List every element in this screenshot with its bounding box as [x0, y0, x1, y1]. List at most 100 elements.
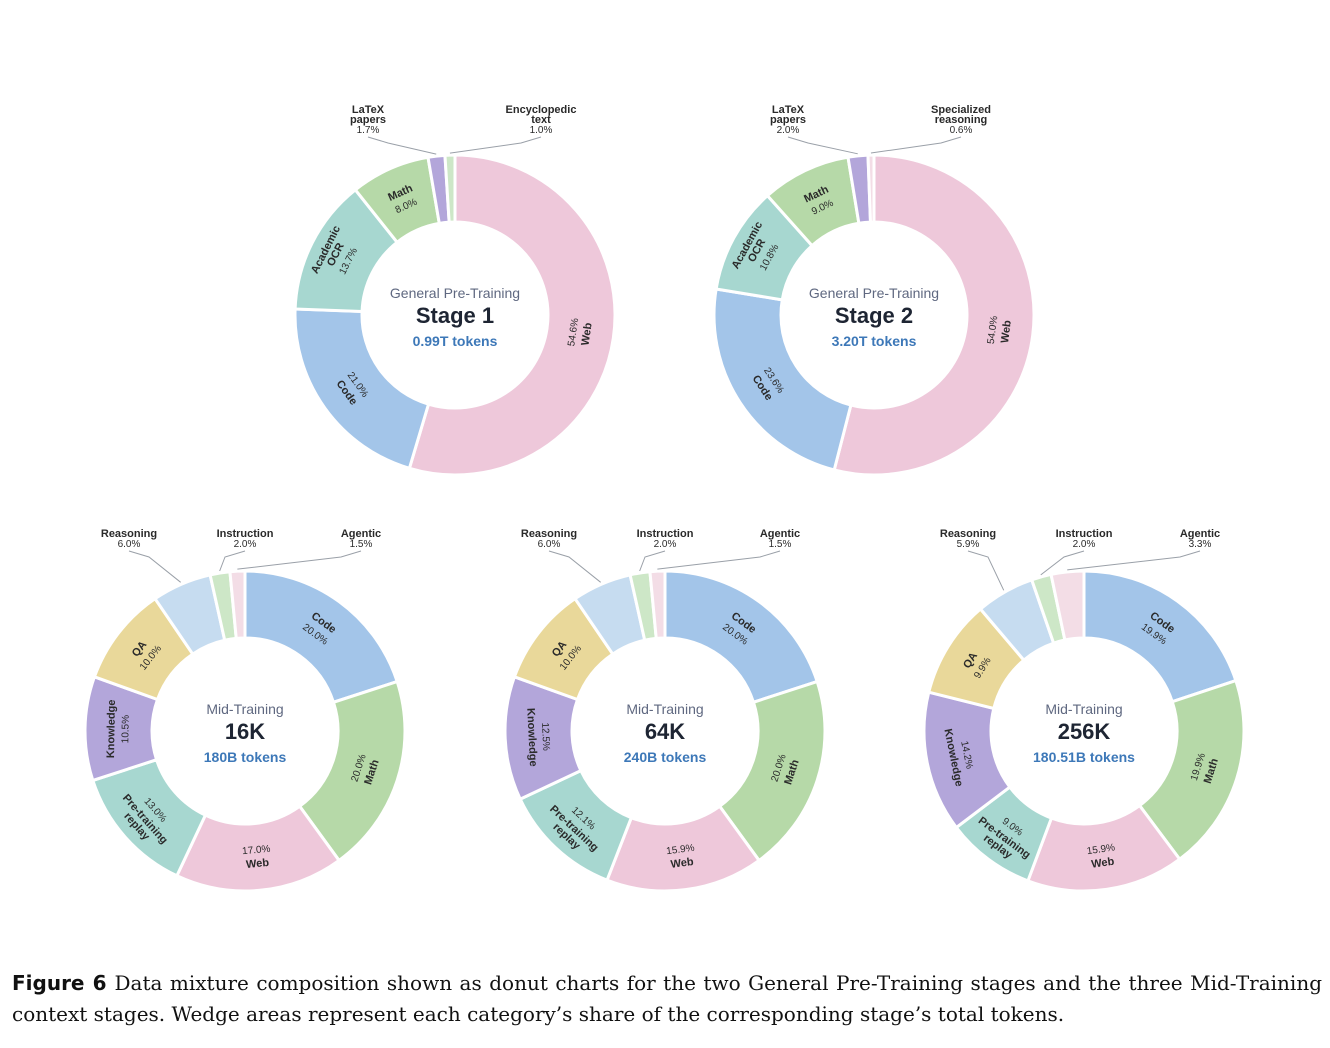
slice-label-specialized-reasoning: Specialized: [931, 104, 991, 116]
wedge-code: [243, 569, 400, 705]
wedge-web: [407, 153, 617, 477]
slice-label-instruction: Instruction: [1056, 528, 1113, 540]
chart-title: Stage 1: [416, 303, 494, 328]
slice-pct-reasoning: 5.9%: [957, 539, 980, 550]
wedge-code: [663, 569, 820, 705]
slice-pct-agentic: 1.5%: [769, 539, 792, 550]
leader-line-agentic: [1067, 550, 1201, 571]
slice-label-instruction: Instruction: [217, 528, 274, 540]
slice-label-specialized-reasoning: reasoning: [935, 114, 988, 126]
slice-label-reasoning: Reasoning: [521, 528, 577, 540]
slice-label-knowledge: Knowledge: [105, 699, 118, 758]
slice-pct-specialized-reasoning: 0.6%: [950, 125, 973, 136]
wedge-math: [717, 679, 827, 863]
chart-subtitle: Mid-Training: [206, 701, 283, 717]
donut-chart-stage-2: 54.0%Web23.6%CodeAcademicOCR10.8%Math9.0…: [712, 104, 1036, 477]
leader-line-reasoning: [548, 550, 601, 583]
chart-subtitle: General Pre-Training: [809, 285, 939, 301]
leader-line-encyclopedic-text: [449, 136, 542, 154]
wedge-code: [293, 307, 431, 471]
chart-tokens: 0.99T tokens: [413, 333, 498, 349]
slice-label-instruction: Instruction: [637, 528, 694, 540]
slice-pct-web: 15.9%: [666, 843, 696, 858]
leader-line-instruction: [219, 550, 246, 572]
leader-line-reasoning: [128, 550, 181, 583]
chart-subtitle: Mid-Training: [1045, 701, 1122, 717]
slice-text-web: 54.6%Web: [566, 317, 595, 347]
leader-line-instruction: [1040, 550, 1085, 576]
slice-label-latex-papers: papers: [770, 114, 806, 126]
slice-pct-knowledge: 12.5%: [539, 722, 551, 751]
chart-subtitle: Mid-Training: [626, 701, 703, 717]
slice-label-latex-papers: papers: [350, 114, 386, 126]
slice-text-web: 15.9%Web: [1086, 842, 1116, 871]
slice-label-reasoning: Reasoning: [940, 528, 996, 540]
slice-label-web: Web: [670, 856, 695, 871]
donut-chart-16k: Code20.0%20.0%Math17.0%Web13.0%Pre-train…: [83, 528, 407, 893]
slice-pct-encyclopedic-text: 1.0%: [530, 125, 553, 136]
slice-label-web: Web: [246, 857, 270, 871]
slice-pct-web: 15.9%: [1086, 842, 1116, 857]
chart-tokens: 180.51B tokens: [1033, 749, 1135, 765]
caption-text: Data mixture composition shown as donut …: [12, 971, 1323, 1026]
slice-text-knowledge: Knowledge 10.5%: [105, 699, 132, 758]
slice-pct-web: 17.0%: [242, 844, 271, 858]
slice-pct-reasoning: 6.0%: [118, 539, 141, 550]
wedge-web: [832, 153, 1036, 477]
wedge-code: [712, 287, 853, 472]
slice-label-web: Web: [580, 322, 595, 347]
slice-pct-latex-papers: 1.7%: [357, 125, 380, 136]
chart-title: 256K: [1058, 719, 1111, 744]
chart-tokens: 3.20T tokens: [832, 333, 917, 349]
leader-line-latex-papers: [367, 136, 437, 155]
slice-pct-instruction: 2.0%: [654, 539, 677, 550]
chart-title: 64K: [645, 719, 685, 744]
slice-pct-agentic: 1.5%: [350, 539, 373, 550]
slice-text-web: 54.0%Web: [986, 315, 1014, 345]
slice-label-reasoning: Reasoning: [101, 528, 157, 540]
donut-chart-64k: Code20.0%20.0%Math15.9%Web12.1%Pre-train…: [503, 528, 827, 893]
donut-chart-256k: Code19.9%19.9%Math15.9%Web9.0%Pre-traini…: [922, 528, 1246, 893]
slice-pct-instruction: 2.0%: [234, 539, 257, 550]
chart-tokens: 240B tokens: [624, 749, 707, 765]
slice-label-knowledge: Knowledge: [524, 708, 539, 767]
slice-label-latex-papers: LaTeX: [352, 104, 385, 116]
leader-line-specialized-reasoning: [870, 136, 962, 154]
chart-subtitle: General Pre-Training: [390, 285, 520, 301]
wedge-encyclopedic-text: [443, 153, 457, 224]
slice-pct-web: 54.6%: [566, 317, 581, 347]
wedge-math: [297, 679, 407, 863]
wedge-agentic: [1049, 569, 1086, 642]
slice-label-web: Web: [1091, 856, 1116, 871]
slice-label-latex-papers: LaTeX: [772, 104, 805, 116]
slice-text-web: 17.0%Web: [242, 844, 271, 871]
chart-title: 16K: [225, 719, 265, 744]
figure-caption: Figure 6 Data mixture composition shown a…: [12, 968, 1322, 1030]
slice-label-agentic: Agentic: [760, 528, 800, 540]
leader-line-reasoning: [967, 550, 1005, 591]
leader-line-instruction: [639, 550, 666, 572]
slice-text-knowledge: 12.5%Knowledge: [524, 708, 551, 767]
slice-pct-reasoning: 6.0%: [538, 539, 561, 550]
wedge-agentic: [228, 569, 247, 641]
chart-tokens: 180B tokens: [204, 749, 287, 765]
donut-chart-stage-1: 54.6%Web21.0%CodeAcademicOCR13.7%Math8.0…: [293, 104, 617, 477]
figure-label: Figure 6: [12, 971, 107, 995]
chart-title: Stage 2: [835, 303, 913, 328]
slice-label-web: Web: [999, 319, 1014, 344]
slice-label-agentic: Agentic: [1180, 528, 1220, 540]
slice-label-encyclopedic-text: Encyclopedic: [506, 104, 577, 116]
wedge-agentic: [648, 569, 667, 641]
leader-line-latex-papers: [787, 136, 858, 155]
slice-label-agentic: Agentic: [341, 528, 381, 540]
slice-pct-instruction: 2.0%: [1073, 539, 1096, 550]
leader-line-agentic: [237, 550, 362, 570]
slice-pct-agentic: 3.3%: [1189, 539, 1212, 550]
slice-label-encyclopedic-text: text: [531, 114, 551, 126]
wedge-specialized-reasoning: [866, 153, 876, 224]
donut-charts-figure: 54.6%Web21.0%CodeAcademicOCR13.7%Math8.0…: [83, 104, 1246, 893]
slice-pct-web: 54.0%: [986, 315, 1000, 345]
slice-pct-knowledge: 10.5%: [120, 715, 131, 744]
slice-text-web: 15.9%Web: [666, 843, 696, 871]
slice-pct-latex-papers: 2.0%: [777, 125, 800, 136]
